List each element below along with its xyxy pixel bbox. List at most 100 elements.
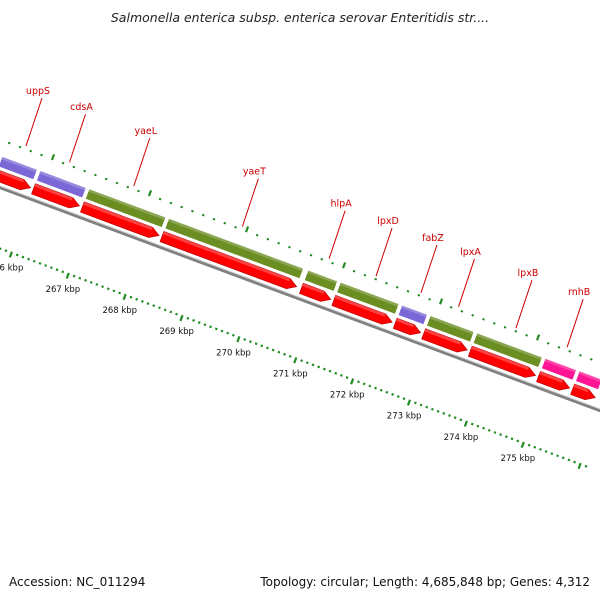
cds-arrow-highlight <box>162 231 291 282</box>
scale-minor-tick <box>436 409 440 413</box>
tick-mark <box>115 181 119 185</box>
scale-minor-tick <box>55 268 59 272</box>
scale-minor-tick <box>453 416 457 420</box>
scale-minor-tick <box>533 445 537 449</box>
backbone-track <box>0 185 600 413</box>
scale-minor-tick <box>0 247 2 251</box>
scale-minor-tick <box>32 259 36 263</box>
scale-minor-tick <box>317 365 321 369</box>
scale-minor-tick <box>385 390 389 394</box>
scale-label: 271 kbp <box>273 369 308 379</box>
scale-minor-tick <box>266 346 269 350</box>
cds-arrow <box>570 383 596 401</box>
scale-minor-tick <box>476 424 480 428</box>
cds-arrow-lpxd <box>331 294 393 325</box>
feature-bar-green <box>472 332 543 369</box>
tick-mark <box>395 285 399 289</box>
scale-minor-tick <box>379 388 383 392</box>
scale-minor-tick <box>38 261 42 265</box>
scale-minor-tick <box>146 302 150 305</box>
tick-mark <box>169 201 173 205</box>
scale-minor-tick <box>214 327 218 331</box>
scale-minor-tick <box>89 280 93 284</box>
scale-minor-tick <box>163 308 167 312</box>
scale-label: 268 kbp <box>102 306 137 316</box>
cds-arrow-yael <box>80 201 160 238</box>
tick-mark <box>94 173 97 177</box>
gene-label: lpxB <box>518 268 539 279</box>
cds-track <box>0 170 596 401</box>
scale-minor-tick <box>493 431 497 434</box>
scale-minor-tick <box>140 300 144 303</box>
gene-leader-line <box>420 244 438 294</box>
tick-mark <box>40 153 43 157</box>
scale-minor-tick <box>311 363 315 367</box>
scale-label: 274 kbp <box>444 433 479 443</box>
accession-text: Accession: NC_011294 <box>9 575 146 589</box>
tick-mark <box>223 221 227 225</box>
feature-bar-highlight <box>475 332 543 360</box>
scale-minor-tick <box>340 373 343 377</box>
scale-minor-tick <box>459 418 463 422</box>
scale-minor-tick <box>44 264 48 267</box>
cds-arrow-hlpa <box>299 282 332 302</box>
scale-minor-tick <box>573 460 577 464</box>
feature-bar-pink <box>574 370 600 391</box>
scale-label: 270 kbp <box>216 348 251 358</box>
feature-bar-highlight <box>578 370 600 382</box>
tick-mark <box>374 277 378 281</box>
scale-minor-tick <box>95 283 99 286</box>
tick-mark <box>277 241 281 245</box>
cds-arrow-highlight <box>302 283 325 294</box>
tick-mark <box>417 293 421 297</box>
gene-label: lpxA <box>460 247 481 258</box>
gene-leader-line <box>69 114 86 163</box>
scale-major-tick <box>350 378 355 385</box>
scale-minor-tick <box>226 331 230 335</box>
scale-minor-tick <box>129 295 133 299</box>
scale-major-tick <box>520 441 525 449</box>
tick-mark <box>320 257 324 261</box>
scale-minor-tick <box>584 464 588 468</box>
gene-leader-line <box>25 97 43 147</box>
scale-minor-tick <box>305 361 309 365</box>
feature-bar-highlight <box>167 218 304 272</box>
cds-arrow-highlight <box>0 170 24 183</box>
scale-minor-tick <box>402 397 406 401</box>
scale-minor-tick <box>442 412 446 415</box>
scale-minor-tick <box>396 395 400 398</box>
scale-label: 272 kbp <box>330 391 365 401</box>
scale-minor-tick <box>345 376 349 379</box>
backbone-line <box>0 185 600 413</box>
tick-mark <box>589 358 593 361</box>
tick-mark <box>288 245 291 249</box>
cds-arrow-highlight <box>396 318 415 328</box>
scale-minor-tick <box>203 323 207 327</box>
scale-major-tick <box>577 462 582 470</box>
tick-mark <box>363 273 367 277</box>
scale-major-tick <box>179 314 184 322</box>
scale-minor-tick <box>112 289 116 293</box>
feature-bar-highlight <box>429 315 475 335</box>
scale-minor-tick <box>101 285 104 289</box>
gene-leader-line <box>241 178 259 227</box>
scale-minor-tick <box>556 454 559 458</box>
cds-arrow-highlight <box>334 295 386 317</box>
cds-arrow-highlight <box>34 183 73 201</box>
tick-mark <box>503 325 507 329</box>
gene-label: uppS <box>26 86 50 97</box>
scale-major-tick <box>293 357 298 364</box>
scale-minor-tick <box>288 354 292 358</box>
feature-bar-highlight <box>39 170 87 191</box>
scale-minor-tick <box>334 371 338 375</box>
gene-label: hlpA <box>331 199 353 210</box>
scale-minor-tick <box>413 401 417 405</box>
scale-minor-tick <box>357 380 360 384</box>
tick-mark <box>309 253 313 257</box>
scale-track <box>0 247 588 470</box>
scale-minor-tick <box>249 340 252 344</box>
gene-leader-line <box>566 299 584 348</box>
tick-mark <box>536 334 541 341</box>
scale-label: 266 kbp <box>0 264 23 274</box>
